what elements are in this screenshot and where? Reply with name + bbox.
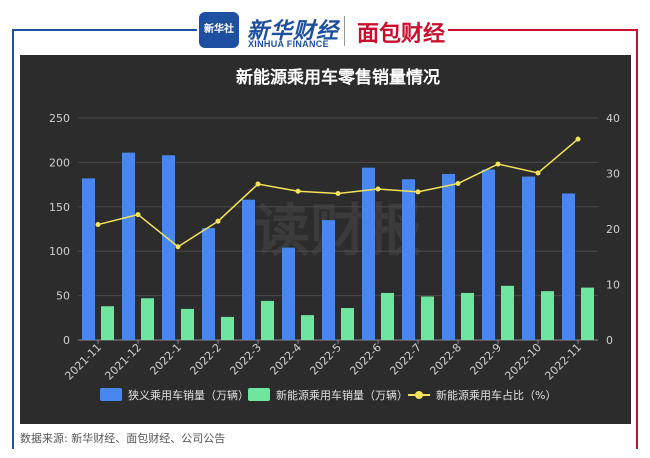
xinhua-finance-name: 新华财经 xyxy=(247,18,340,44)
narrow-sales-bar xyxy=(242,199,255,340)
legend-label: 新能源乘用车销量（万辆） xyxy=(276,388,408,402)
narrow-sales-bar xyxy=(82,178,95,340)
legend-label: 新能源乘用车占比（%） xyxy=(436,388,556,402)
narrow-sales-bar xyxy=(202,228,215,340)
narrow-sales-bar xyxy=(522,176,535,340)
nev-share-point xyxy=(575,136,581,142)
legend-label: 狭义乘用车销量（万辆） xyxy=(128,388,249,402)
data-source: 数据来源: 新华财经、面包财经、公司公告 xyxy=(20,432,226,445)
nev-sales-bar xyxy=(221,316,234,340)
x-tick-label: 2022-5 xyxy=(307,341,344,378)
nev-share-point xyxy=(535,170,541,176)
x-tick-label: 2022-11 xyxy=(542,341,584,383)
narrow-sales-bar xyxy=(322,220,335,340)
legend-swatch-nev-share-point xyxy=(415,391,423,399)
y-right-tick-label: 0 xyxy=(606,334,613,347)
nev-sales-bar xyxy=(341,308,354,340)
narrow-sales-bar xyxy=(162,155,175,340)
nev-share-point xyxy=(175,244,181,250)
chart-panel: 新能源乘用车零售销量情况读财报 0 50 100 150 200 250 0 10 20 30 40 2… xyxy=(20,55,631,424)
nev-share-point xyxy=(295,188,301,194)
nev-sales-bar xyxy=(261,300,274,340)
nev-sales-bar xyxy=(301,315,314,340)
y-left-tick-label: 100 xyxy=(49,245,70,258)
chart-title: 新能源乘用车零售销量情况 xyxy=(236,67,440,88)
x-tick-label: 2022-2 xyxy=(187,341,224,378)
frame-left-line xyxy=(12,29,14,449)
nev-share-point xyxy=(415,189,421,195)
narrow-sales-bar xyxy=(122,152,135,340)
xinhua-badge-text: 新华社 xyxy=(204,24,234,35)
nev-share-point xyxy=(335,190,341,196)
nev-share-point xyxy=(455,180,461,186)
frame-right-line xyxy=(636,29,638,449)
nev-sales-bar xyxy=(101,306,114,340)
x-tick-label: 2022-8 xyxy=(427,341,464,378)
x-tick-label: 2022-1 xyxy=(147,341,184,378)
narrow-sales-bar xyxy=(402,179,415,340)
x-tick-label: 2021-11 xyxy=(62,341,104,383)
narrow-sales-bar xyxy=(282,247,295,340)
y-left-tick-label: 200 xyxy=(49,156,70,169)
y-right-tick-label: 30 xyxy=(606,168,620,181)
nev-share-point xyxy=(95,222,101,228)
header: 新华社 新华财经 XINHUA FINANCE 面包财经 xyxy=(0,6,650,49)
nev-sales-bar xyxy=(541,291,554,340)
frame-top-left-line xyxy=(12,29,197,31)
watermark-text: 读财报 xyxy=(254,199,422,264)
x-tick-label: 2022-9 xyxy=(467,341,504,378)
legend-swatch-narrow-sales xyxy=(100,388,122,401)
y-right-tick-label: 20 xyxy=(606,223,620,236)
nev-sales-bar xyxy=(381,292,394,340)
narrow-sales-bar xyxy=(442,173,455,340)
x-tick-label: 2022-4 xyxy=(267,341,304,378)
nev-share-point xyxy=(375,186,381,192)
xinhua-logo: 新华社 xyxy=(199,12,239,48)
nev-sales-bar xyxy=(461,292,474,340)
y-left-tick-label: 50 xyxy=(56,290,70,303)
x-tick-label: 2022-6 xyxy=(347,341,384,378)
nev-sales-bar xyxy=(421,296,434,340)
frame-top-right-line xyxy=(448,29,638,31)
nev-sales-bar xyxy=(501,285,514,340)
nev-share-point xyxy=(135,212,141,218)
narrow-sales-bar xyxy=(562,193,575,340)
nev-sales-bar xyxy=(181,308,194,340)
x-tick-label: 2022-7 xyxy=(387,341,424,378)
nev-share-point xyxy=(495,161,501,167)
narrow-sales-bar xyxy=(482,169,495,340)
mianbao-finance-logo: 面包财经 xyxy=(357,22,446,47)
x-tick-label: 2022-10 xyxy=(502,341,544,383)
legend-swatch-nev-sales xyxy=(248,388,270,401)
y-right-tick-label: 40 xyxy=(606,112,620,125)
nev-sales-bar xyxy=(141,298,154,340)
y-left-tick-label: 250 xyxy=(49,112,70,125)
narrow-sales-bar xyxy=(362,167,375,340)
nev-share-point xyxy=(215,218,221,224)
y-left-tick-label: 150 xyxy=(49,201,70,214)
y-right-tick-label: 10 xyxy=(606,279,620,292)
x-tick-label: 2021-12 xyxy=(102,341,144,383)
logo-divider xyxy=(344,16,345,46)
x-tick-label: 2022-3 xyxy=(227,341,264,378)
y-left-tick-label: 0 xyxy=(63,334,70,347)
nev-sales-bar xyxy=(581,287,594,340)
xinhua-finance-english: XINHUA FINANCE xyxy=(248,39,329,49)
nev-share-point xyxy=(255,181,261,187)
